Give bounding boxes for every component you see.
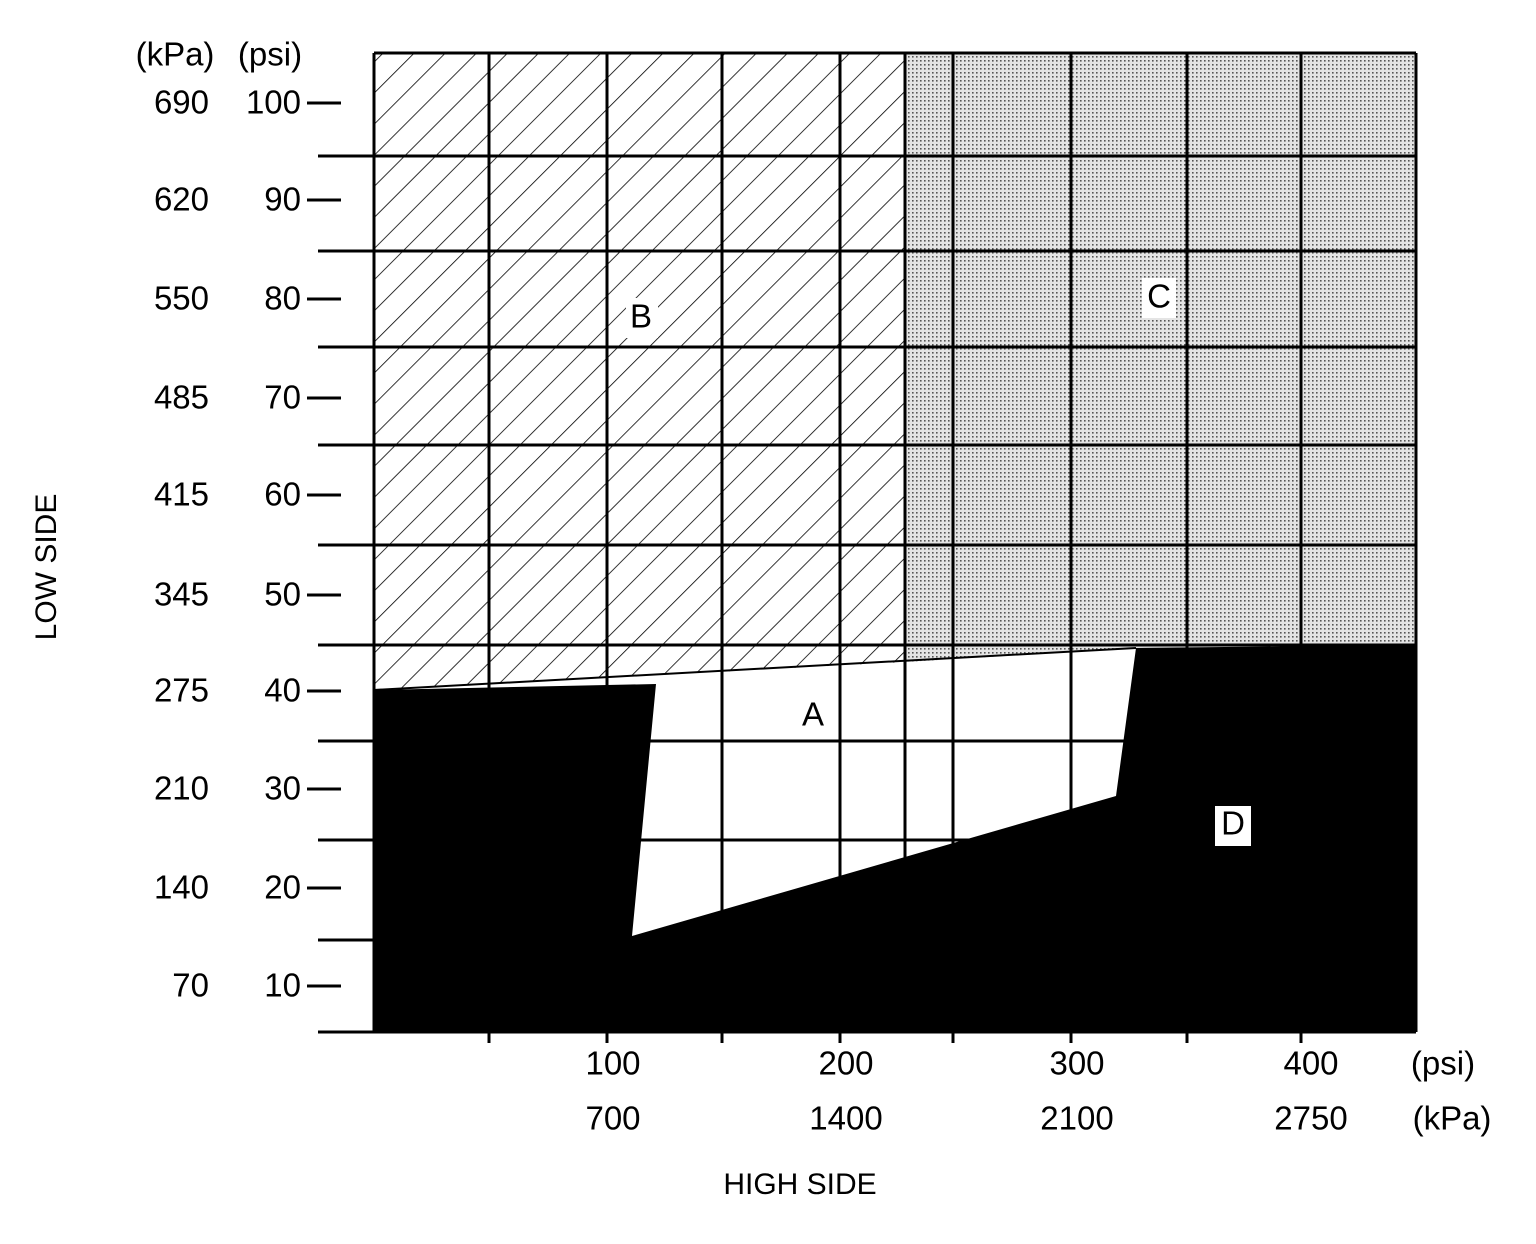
y-tick-label: 690 [154, 84, 209, 121]
x-tick-label: 300 [1049, 1045, 1104, 1082]
x-tick-label: 100 [585, 1045, 640, 1082]
label-bg [1215, 806, 1251, 846]
x-tick-label: 2100 [1040, 1100, 1113, 1137]
y-tick-label: 40 [264, 672, 301, 709]
region-a [632, 648, 1136, 936]
y-tick-label: 10 [264, 967, 301, 1004]
y-tick-label: 620 [154, 181, 209, 218]
y-tick-label: 70 [172, 967, 209, 1004]
x-unit: (psi) [1411, 1045, 1475, 1082]
x-title: HIGH SIDE [723, 1168, 876, 1201]
y-tick-label: 210 [154, 770, 209, 807]
region-label: C [1147, 278, 1171, 315]
y-tick-label: 70 [264, 379, 301, 416]
y-tick-label: 550 [154, 280, 209, 317]
y-unit: (kPa) [136, 36, 215, 73]
region-d [374, 645, 1416, 1032]
y-tick-label: 485 [154, 379, 209, 416]
label-bg [626, 298, 658, 338]
y-tick-label: 80 [264, 280, 301, 317]
y-tick-label: 345 [154, 576, 209, 613]
region-boundary [373, 647, 1137, 691]
x-tick-label: 2750 [1274, 1100, 1347, 1137]
y-tick-label: 20 [264, 869, 301, 906]
x-unit: (kPa) [1413, 1100, 1492, 1137]
y-tick-label: 90 [264, 181, 301, 218]
region-label: B [630, 298, 652, 335]
y-tick-label: 415 [154, 476, 209, 513]
x-tick-label: 1400 [809, 1100, 882, 1137]
x-tick-label: 200 [818, 1045, 873, 1082]
region-label: A [802, 696, 824, 733]
region-b-hatch [374, 53, 905, 690]
y-tick-label: 275 [154, 672, 209, 709]
y-tick-label: 60 [264, 476, 301, 513]
region-c [905, 53, 1416, 662]
y-title: LOW SIDE [30, 494, 63, 641]
y-unit: (psi) [238, 36, 302, 73]
y-tick-label: 30 [264, 770, 301, 807]
y-tick-label: 100 [246, 84, 301, 121]
y-tick-label: 140 [154, 869, 209, 906]
region-label: D [1221, 805, 1245, 842]
x-tick-label: 700 [585, 1100, 640, 1137]
label-bg [1142, 278, 1176, 318]
x-tick-label: 400 [1283, 1045, 1338, 1082]
y-tick-label: 50 [264, 576, 301, 613]
